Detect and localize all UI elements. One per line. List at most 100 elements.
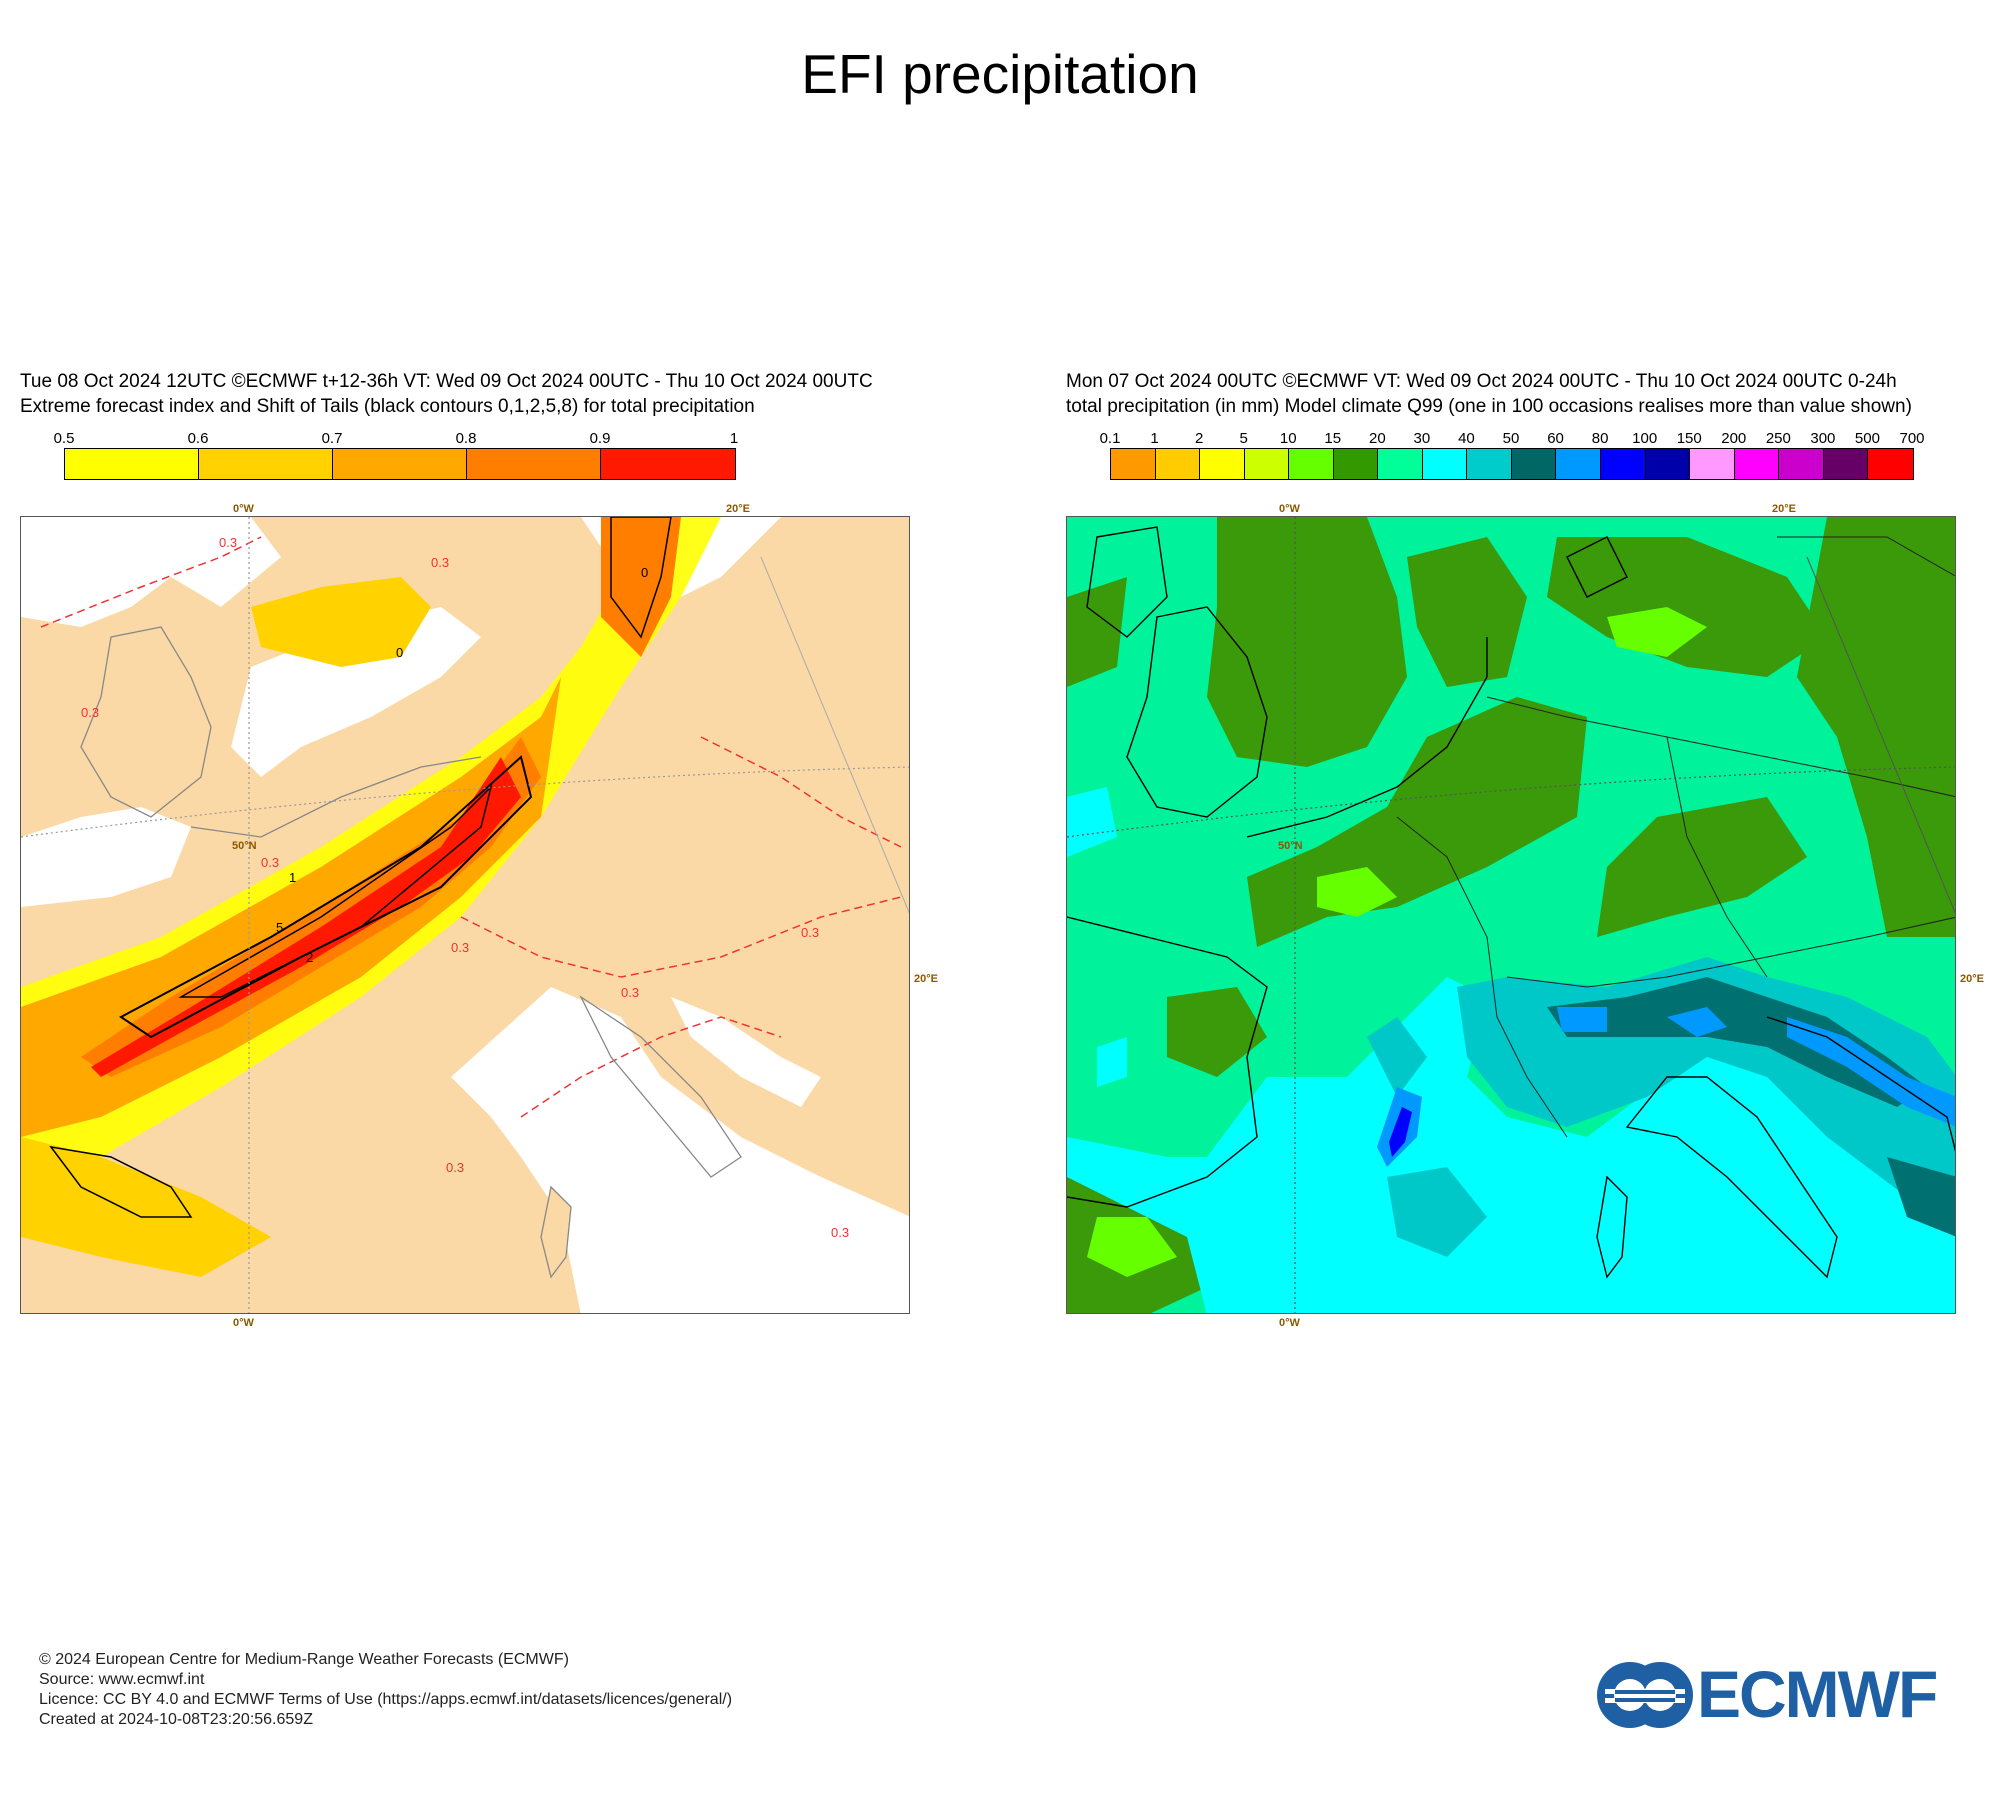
climate-tick: 15 <box>1324 430 1342 447</box>
climate-colorbar-swatch <box>1200 449 1245 479</box>
climate-colorbar-swatch <box>1556 449 1602 479</box>
contour-label: 0 <box>641 565 648 580</box>
efi-header-line1: Tue 08 Oct 2024 12UTC ©ECMWF t+12-36h VT… <box>20 371 873 392</box>
efi-colorbar-swatch <box>601 449 735 479</box>
climate-header-line1: Mon 07 Oct 2024 00UTC ©ECMWF VT: Wed 09 … <box>1066 371 1897 392</box>
climate-zone-50-60 <box>1887 1157 1955 1237</box>
efi-band-0.9 <box>91 757 521 1077</box>
climate-panel: Mon 07 Oct 2024 00UTC ©ECMWF VT: Wed 09 … <box>1066 368 1984 1338</box>
climate-tick: 700 <box>1899 430 1925 447</box>
sea-adriatic <box>671 997 821 1107</box>
contour-label: 0.3 <box>219 535 237 550</box>
climate-tick: 60 <box>1547 430 1564 447</box>
coastline-italy <box>1625 1076 1838 1279</box>
climate-colorbar-swatch <box>1244 449 1290 479</box>
efi-contour-0.3 <box>460 896 902 978</box>
lon-label-right-20: 20°E <box>914 973 938 985</box>
climate-colorbar-swatch <box>1378 449 1423 479</box>
lon-label-top-20: 20°E <box>1772 503 1796 515</box>
lon-label-top-0: 0°W <box>1279 503 1300 515</box>
climate-tick: 200 <box>1721 430 1747 447</box>
climate-colorbar-swatch <box>1289 449 1334 479</box>
coastline-channel <box>1246 637 1488 838</box>
coastline-denmark <box>1566 536 1628 598</box>
climate-tick: 300 <box>1810 430 1836 447</box>
footer-licence: Licence: CC BY 4.0 and ECMWF Terms of Us… <box>39 1691 733 1708</box>
efi-patch-denmark <box>601 517 681 657</box>
climate-map <box>1066 516 1956 1314</box>
climate-colorbar-swatch <box>1511 449 1557 479</box>
climate-zone-40-50 <box>1367 1017 1427 1097</box>
climate-zone-80-100 <box>1389 1107 1412 1157</box>
efi-map-graphic: 0.3 0.3 0.3 0.3 0.3 0.3 0.3 0.3 0.3 0 0 … <box>21 517 909 1313</box>
efi-patch-iberia <box>21 1137 271 1277</box>
contour-label: 5 <box>276 920 283 935</box>
climate-tick: 250 <box>1765 430 1791 447</box>
climate-colorbar-ticks: 0.1 1 2 5 10 15 20 30 40 50 60 80 100 15… <box>1100 430 1925 448</box>
contour-label: 0.3 <box>621 985 639 1000</box>
climate-tick: 2 <box>1194 430 1204 447</box>
efi-patch-north-sea <box>251 577 431 667</box>
sot-contour-2 <box>178 784 493 998</box>
coastline-italy <box>579 995 742 1178</box>
coastline-ireland <box>1086 526 1168 638</box>
footer-source: Source: www.ecmwf.int <box>39 1671 205 1688</box>
efi-colorbar-swatch <box>65 449 199 479</box>
contour-label: 0 <box>396 645 403 660</box>
climate-zone-15-20 <box>1547 537 1827 677</box>
climate-colorbar-swatch <box>1422 449 1468 479</box>
climate-zone-60-80 <box>1667 1007 1727 1037</box>
sot-contour-1 <box>119 755 533 1039</box>
coastline-france-west <box>1067 916 1268 1208</box>
climate-zone-15-20 <box>1067 577 1127 687</box>
coastline-baltic <box>1777 536 1955 577</box>
climate-colorbar-swatch <box>1155 449 1201 479</box>
footer-created: Created at 2024-10-08T23:20:56.659Z <box>39 1711 313 1728</box>
border-france-east <box>1396 816 1568 1138</box>
efi-colorbar-swatch <box>333 449 467 479</box>
climate-tick: 40 <box>1458 430 1475 447</box>
climate-tick: 0.1 <box>1099 430 1121 447</box>
lon-label-bottom-0: 0°W <box>233 1317 254 1329</box>
efi-colorbar-swatch <box>199 449 333 479</box>
climate-zone-15-20 <box>1207 517 1407 767</box>
climate-colorbar-swatch <box>1333 449 1379 479</box>
sot-contour-iberia <box>49 1145 193 1218</box>
climate-tick: 150 <box>1676 430 1702 447</box>
climate-tick: 80 <box>1591 430 1609 447</box>
sea-north-sea <box>231 607 481 777</box>
coastline-uk <box>80 626 212 818</box>
climate-header-line2: total precipitation (in mm) Model climat… <box>1066 396 1912 417</box>
efi-tick: 0.6 <box>187 430 209 447</box>
climate-colorbar-swatch <box>1779 449 1824 479</box>
efi-contour-0.3 <box>520 1016 782 1118</box>
page-title: EFI precipitation <box>801 43 1199 105</box>
lon-label-right-20: 20°E <box>1960 973 1984 985</box>
border-germany-czech <box>1666 736 1768 978</box>
climate-tick: 50 <box>1502 430 1520 447</box>
climate-zone-50-60 <box>1547 977 1927 1107</box>
climate-zone-30-40 <box>1067 787 1117 857</box>
lon-label-top-0: 0°W <box>233 503 254 515</box>
coastline-adriatic <box>1766 1016 1955 1152</box>
footer-copyright: © 2024 European Centre for Medium-Range … <box>39 1651 569 1668</box>
sea-bay-of-biscay <box>21 807 191 907</box>
climate-zone-40-50 <box>1387 1167 1487 1257</box>
lon-label-top-20: 20°E <box>726 503 750 515</box>
climate-zone-60-80 <box>1557 1007 1607 1032</box>
climate-zone-10-15 <box>1317 867 1397 917</box>
parallel-50n <box>1067 766 1955 838</box>
island-corsica-sardinia <box>1596 1175 1628 1279</box>
contour-label: 0.3 <box>801 925 819 940</box>
climate-colorbar-swatch <box>1111 449 1156 479</box>
efi-tick: 0.9 <box>589 430 611 447</box>
climate-colorbar <box>1110 448 1914 480</box>
climate-zone-30-40 <box>1097 1037 1127 1087</box>
meridian-20e <box>1806 556 1955 914</box>
sot-contour-denmark <box>610 517 672 639</box>
contour-label: 0.3 <box>451 940 469 955</box>
efi-tick: 0.8 <box>455 430 477 447</box>
ecmwf-logo: ECMWF <box>1595 1657 1970 1731</box>
climate-zone-60-80 <box>1787 1017 1955 1127</box>
climate-colorbar-swatch <box>1734 449 1780 479</box>
